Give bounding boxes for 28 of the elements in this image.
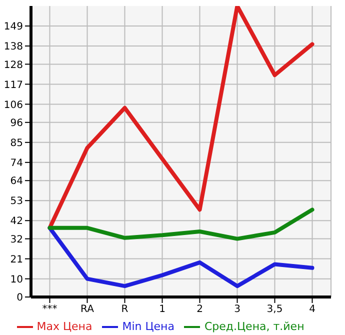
line-series: [48, 226, 314, 288]
x-tick-label: 4: [309, 304, 316, 316]
y-tick-label: 128: [4, 60, 23, 71]
y-tick-label: 10: [10, 274, 23, 286]
y-tick-label: 21: [10, 254, 23, 266]
y-tick-label: 53: [10, 196, 23, 208]
legend-label: Min Цена: [122, 320, 174, 334]
x-tick-label: 3: [234, 304, 240, 316]
y-tick-label: 64: [10, 176, 23, 188]
y-tick-label: 117: [4, 80, 23, 91]
y-tick-label: 106: [4, 100, 23, 111]
x-tick-label: RA: [80, 304, 94, 316]
y-tick-label: 85: [10, 138, 23, 149]
y-tick-label: 74: [10, 158, 23, 169]
legend-label: Max Цена: [36, 320, 92, 334]
y-tick-label: 32: [10, 234, 23, 246]
x-tick-label: R: [121, 304, 128, 316]
y-tick-label: 149: [4, 22, 23, 33]
x-tick-label: ***: [42, 304, 58, 316]
legend-label: Сред.Цена, т.йен: [204, 320, 304, 334]
x-tick-label: 3,5: [266, 304, 283, 316]
y-tick-label: 0: [16, 292, 23, 304]
y-tick-label: 138: [4, 42, 23, 53]
x-tick-label: 2: [196, 304, 203, 316]
line-series: [48, 208, 314, 241]
y-tick-label: 96: [10, 118, 23, 129]
y-tick-label: 42: [10, 216, 23, 228]
x-tick-label: 1: [159, 304, 166, 316]
